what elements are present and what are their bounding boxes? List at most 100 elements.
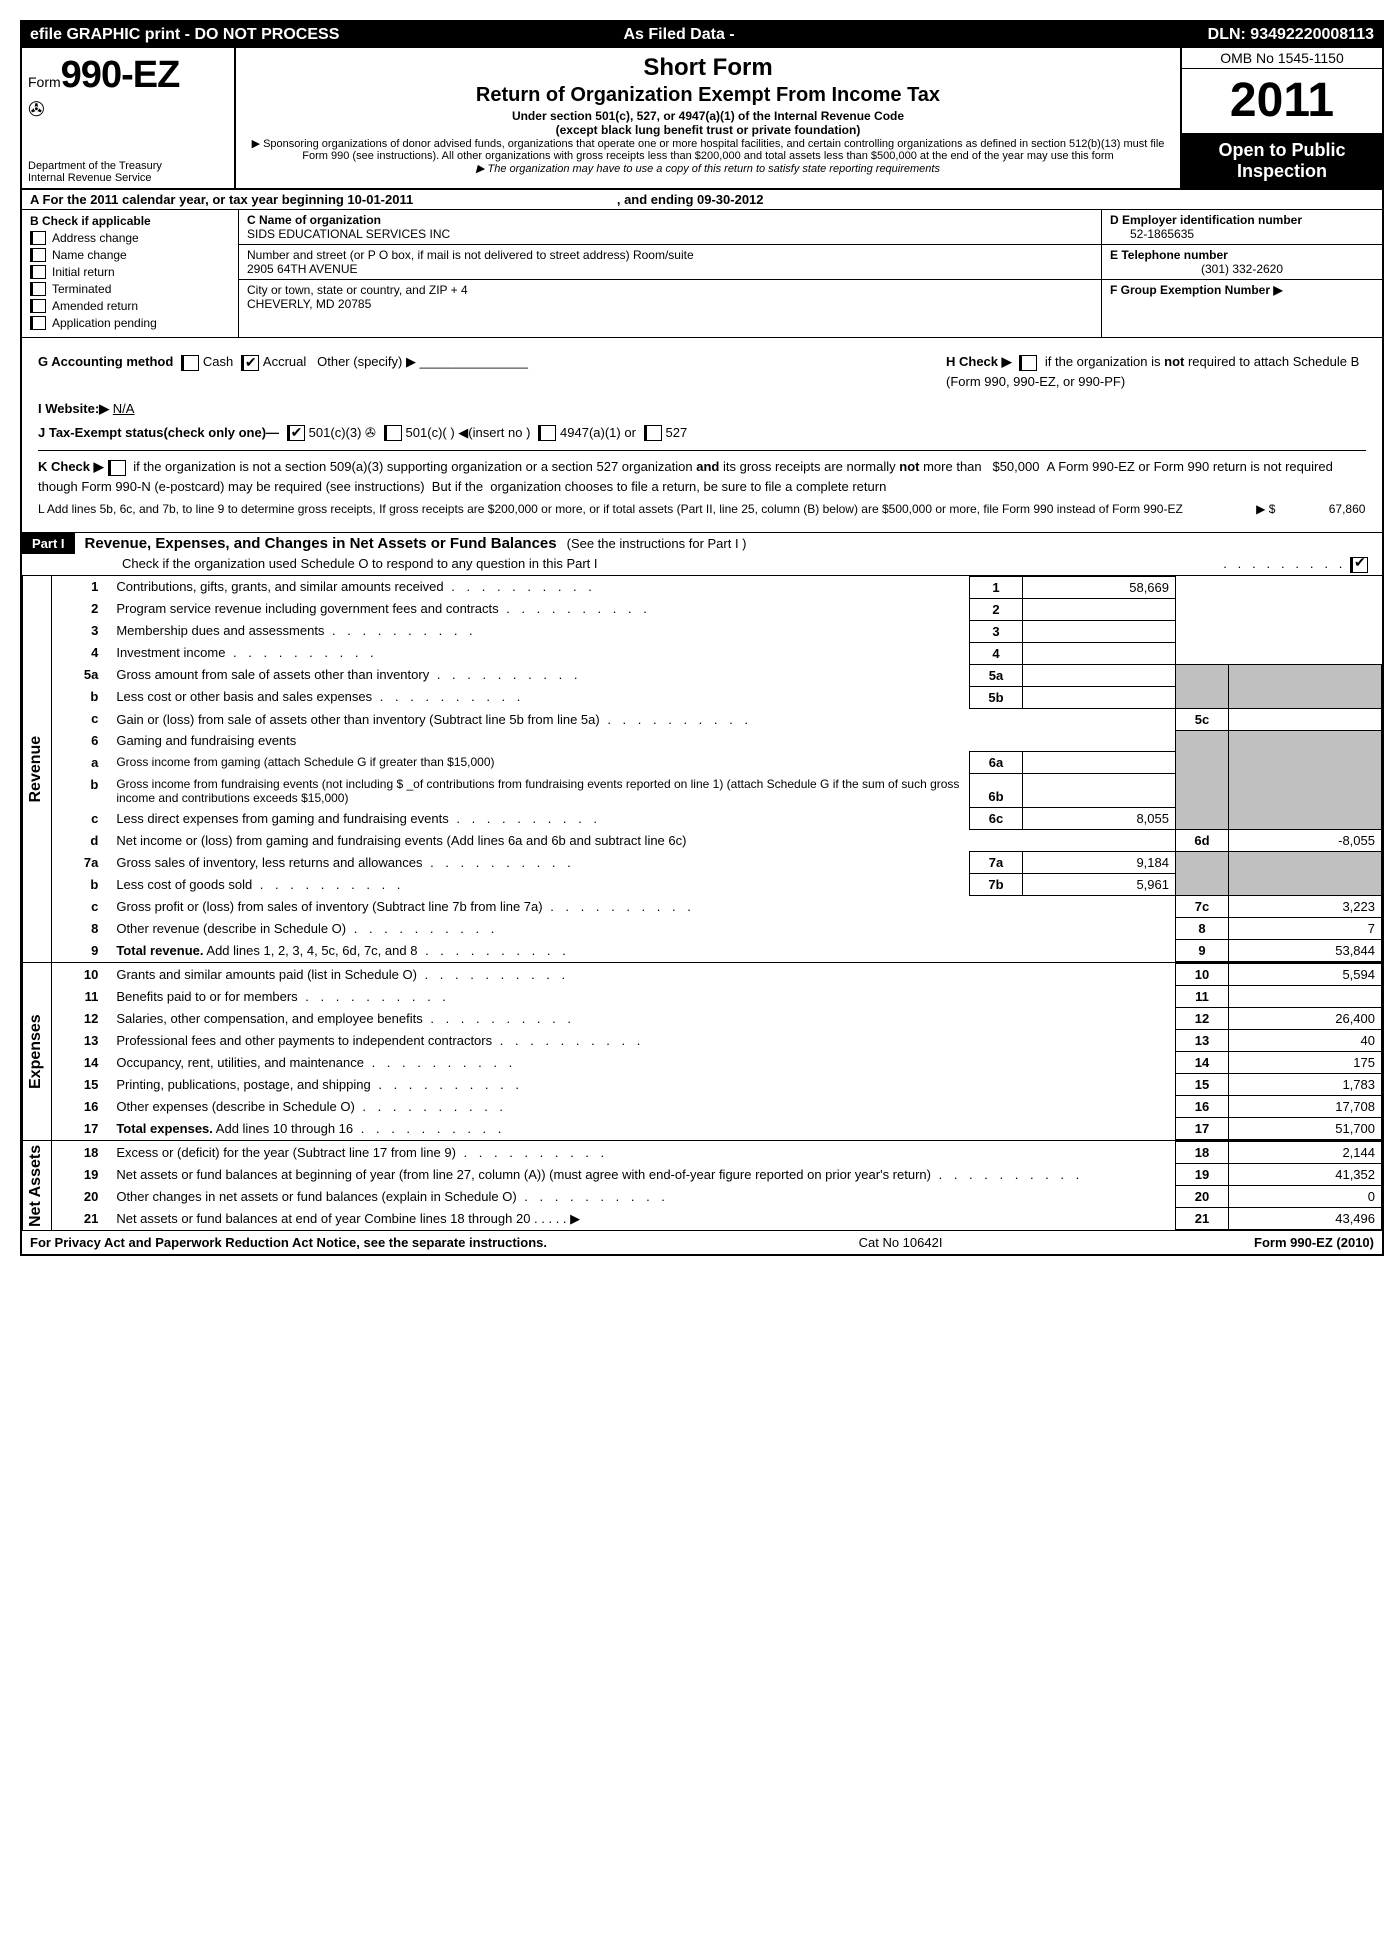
- desc-3: Membership dues and assessments: [110, 620, 969, 642]
- desc-15: Printing, publications, postage, and shi…: [110, 1074, 1175, 1096]
- desc-18: Excess or (deficit) for the year (Subtra…: [110, 1142, 1175, 1164]
- f-label: F Group Exemption Number ▶: [1110, 283, 1374, 297]
- desc-13: Professional fees and other payments to …: [110, 1030, 1175, 1052]
- j-label: J Tax-Exempt status(check only one)—: [38, 425, 279, 440]
- desc-7c: Gross profit or (loss) from sales of inv…: [110, 896, 1175, 918]
- desc-8: Other revenue (describe in Schedule O): [110, 918, 1175, 940]
- net-assets-section: Net Assets 18Excess or (deficit) for the…: [22, 1140, 1382, 1230]
- row-a-text1: For the 2011 calendar year, or tax year …: [43, 192, 414, 207]
- desc-5a: Gross amount from sale of assets other t…: [116, 667, 581, 682]
- amt-7a: 9,184: [1023, 852, 1176, 874]
- nl-7b: 7b: [970, 874, 1023, 896]
- title-return: Return of Organization Exempt From Incom…: [246, 84, 1170, 107]
- amt-4: [1023, 642, 1176, 664]
- l-text: L Add lines 5b, 6c, and 7b, to line 9 to…: [38, 502, 1183, 516]
- ln-14: 14: [52, 1052, 110, 1074]
- desc-4: Investment income: [110, 642, 969, 664]
- cb-initial-return[interactable]: [30, 265, 46, 279]
- cb-cash[interactable]: [181, 355, 199, 371]
- cb-501c3[interactable]: [287, 425, 305, 441]
- nl-18: 18: [1176, 1142, 1229, 1164]
- cb-amended[interactable]: [30, 299, 46, 313]
- desc-1: Contributions, gifts, grants, and simila…: [110, 576, 969, 598]
- top-bar: efile GRAPHIC print - DO NOT PROCESS As …: [22, 22, 1382, 48]
- lbl-other-specify: Other (specify) ▶: [317, 354, 416, 369]
- cb-name-change[interactable]: [30, 248, 46, 262]
- cb-app-pending[interactable]: [30, 316, 46, 330]
- amt-5c: [1229, 708, 1382, 730]
- amt-18: 2,144: [1229, 1142, 1382, 1164]
- nl-6d: 6d: [1176, 830, 1229, 852]
- amt-6c: 8,055: [1023, 808, 1176, 830]
- cb-4947[interactable]: [538, 425, 556, 441]
- cb-k[interactable]: [108, 460, 126, 476]
- nl-11: 11: [1176, 986, 1229, 1008]
- lbl-name-change: Name change: [52, 248, 127, 262]
- desc-5c: Gain or (loss) from sale of assets other…: [110, 708, 1175, 730]
- amt-6a: [1023, 752, 1176, 774]
- ln-1: 1: [52, 576, 110, 598]
- revenue-section: Revenue 1Contributions, gifts, grants, a…: [22, 576, 1382, 963]
- footer-left: For Privacy Act and Paperwork Reduction …: [30, 1235, 547, 1250]
- cb-accrual[interactable]: [241, 355, 259, 371]
- part1-check-line: Check if the organization used Schedule …: [122, 556, 598, 573]
- net-assets-table: 18Excess or (deficit) for the year (Subt…: [52, 1141, 1382, 1230]
- lbl-app-pending: Application pending: [52, 316, 157, 330]
- e-label: E Telephone number: [1110, 248, 1374, 262]
- nl-1: 1: [970, 576, 1023, 598]
- cb-terminated[interactable]: [30, 282, 46, 296]
- ln-9: 9: [52, 940, 110, 962]
- desc-19: Net assets or fund balances at beginning…: [110, 1164, 1175, 1186]
- omb-number: OMB No 1545-1150: [1182, 48, 1382, 69]
- ln-10: 10: [52, 964, 110, 986]
- desc-17: Total expenses. Add lines 10 through 16: [110, 1118, 1175, 1140]
- amt-17: 51,700: [1229, 1118, 1382, 1140]
- amt-2: [1023, 598, 1176, 620]
- desc-6b: Gross income from fundraising events (no…: [110, 774, 969, 808]
- amt-14: 175: [1229, 1052, 1382, 1074]
- header: Form990-EZ ✇ Department of the Treasury …: [22, 48, 1382, 190]
- cb-527[interactable]: [644, 425, 662, 441]
- ln-8: 8: [52, 918, 110, 940]
- nl-5b: 5b: [970, 686, 1023, 708]
- cb-address-change[interactable]: [30, 231, 46, 245]
- ln-19: 19: [52, 1164, 110, 1186]
- revenue-label: Revenue: [22, 576, 49, 963]
- lbl-501c3: 501(c)(3): [309, 425, 362, 440]
- amt-1: 58,669: [1023, 576, 1176, 598]
- amt-6d: -8,055: [1229, 830, 1382, 852]
- k-label: K Check ▶: [38, 459, 104, 474]
- cb-h[interactable]: [1019, 355, 1037, 371]
- desc-10: Grants and similar amounts paid (list in…: [110, 964, 1175, 986]
- desc-7a: Gross sales of inventory, less returns a…: [116, 855, 574, 870]
- header-right: OMB No 1545-1150 2011 Open to Public Ins…: [1180, 48, 1382, 188]
- desc-21: Net assets or fund balances at end of ye…: [110, 1208, 1175, 1230]
- desc-14: Occupancy, rent, utilities, and maintena…: [110, 1052, 1175, 1074]
- desc-16: Other expenses (describe in Schedule O): [110, 1096, 1175, 1118]
- ln-11: 11: [52, 986, 110, 1008]
- desc-5b: Less cost or other basis and sales expen…: [116, 689, 524, 704]
- nl-6a: 6a: [970, 752, 1023, 774]
- nl-13: 13: [1176, 1030, 1229, 1052]
- header-note-2: ▶ The organization may have to use a cop…: [246, 162, 1170, 175]
- topbar-mid: As Filed Data -: [624, 26, 924, 44]
- nl-2: 2: [970, 598, 1023, 620]
- desc-20: Other changes in net assets or fund bala…: [110, 1186, 1175, 1208]
- ln-7b: b: [52, 874, 110, 896]
- col-b-header: B Check if applicable: [30, 214, 230, 228]
- header-note-1: ▶ Sponsoring organizations of donor advi…: [246, 137, 1170, 162]
- l-amt-label: ▶ $: [1256, 502, 1275, 516]
- header-left: Form990-EZ ✇ Department of the Treasury …: [22, 48, 236, 188]
- tax-year: 2011: [1182, 69, 1382, 134]
- addr-value: 2905 64TH AVENUE: [247, 262, 1093, 276]
- nl-14: 14: [1176, 1052, 1229, 1074]
- cb-part1-schedule-o[interactable]: [1350, 557, 1368, 573]
- cb-501c[interactable]: [384, 425, 402, 441]
- ln-4: 4: [52, 642, 110, 664]
- lbl-527: 527: [666, 425, 688, 440]
- ln-6: 6: [52, 730, 110, 752]
- ln-3: 3: [52, 620, 110, 642]
- ln-18: 18: [52, 1142, 110, 1164]
- desc-11: Benefits paid to or for members: [110, 986, 1175, 1008]
- mid-block: G Accounting method Cash Accrual Other (…: [22, 338, 1382, 533]
